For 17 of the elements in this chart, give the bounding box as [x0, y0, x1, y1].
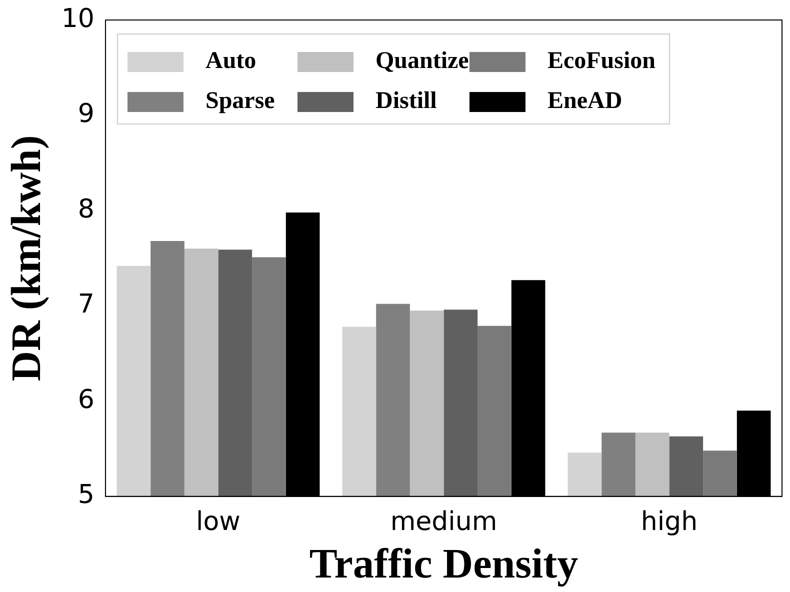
y-tick-label: 8: [78, 194, 94, 224]
y-tick-label: 5: [78, 480, 94, 510]
y-tick-label: 6: [78, 384, 94, 415]
x-tick-label: high: [640, 506, 698, 537]
y-axis-title: DR (km/kwh): [4, 135, 50, 382]
legend-label: Distill: [375, 88, 438, 114]
legend-label: Quantize: [375, 48, 470, 74]
legend-label: Sparse: [205, 88, 276, 114]
legend-label: Auto: [205, 48, 256, 74]
x-tick-label: low: [196, 506, 240, 537]
y-tick-label: 7: [78, 290, 94, 320]
x-axis-title: Traffic Density: [309, 542, 578, 588]
legend-label: EcoFusion: [547, 48, 656, 74]
y-tick-label: 10: [61, 4, 94, 34]
y-tick-label: 9: [78, 99, 94, 130]
x-tick-label: medium: [390, 506, 498, 537]
legend-label: EneAD: [547, 88, 622, 114]
